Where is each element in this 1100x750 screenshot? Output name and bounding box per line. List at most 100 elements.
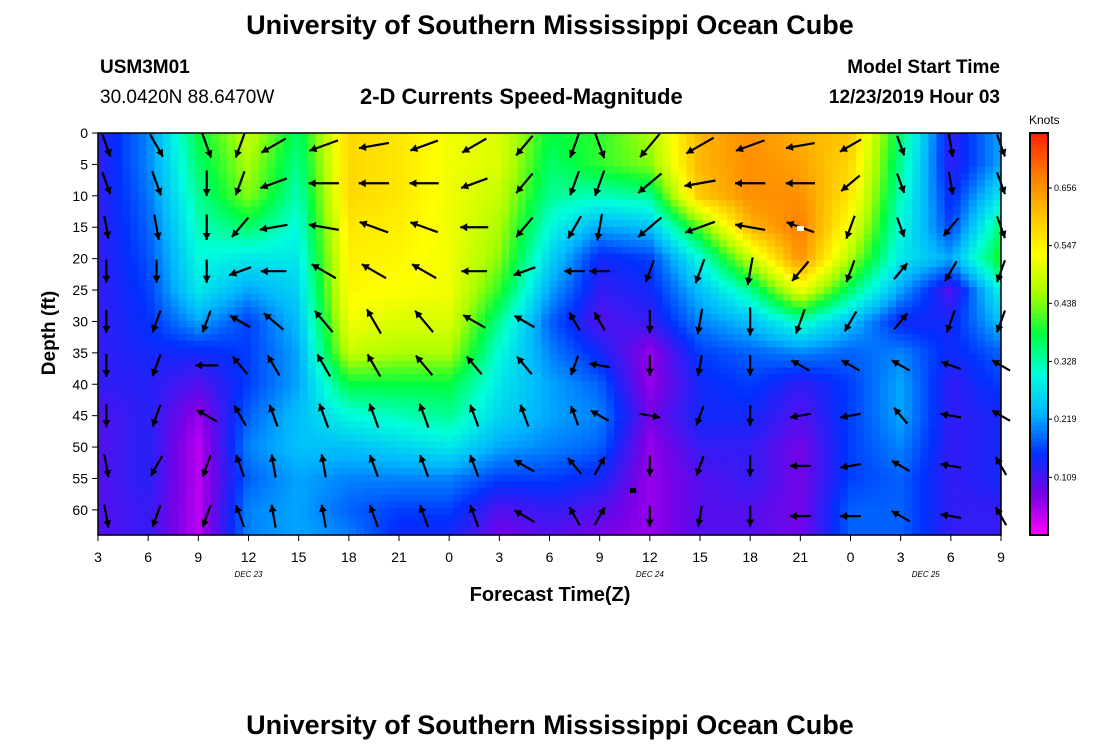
heat-cell	[114, 193, 123, 201]
heat-cell	[315, 407, 325, 415]
heat-cell	[872, 300, 881, 308]
heat-cell	[976, 320, 986, 328]
heat-cell	[912, 273, 921, 281]
heat-cell	[799, 233, 809, 241]
heat-cell	[509, 320, 518, 328]
heat-cell	[444, 374, 454, 382]
heat-cell	[630, 327, 639, 335]
heat-cell	[388, 320, 397, 328]
heat-cell	[218, 307, 228, 315]
heat-cell	[291, 394, 301, 402]
heat-cell	[476, 407, 486, 415]
heat-cell	[138, 139, 147, 147]
heat-cell	[976, 260, 986, 268]
heat-cell	[218, 354, 228, 362]
heat-cell	[791, 213, 801, 221]
heat-cell	[855, 300, 865, 308]
heat-cell	[597, 407, 607, 415]
heat-cell	[315, 327, 325, 335]
heat-cell	[976, 414, 986, 422]
heat-cell	[686, 407, 696, 415]
heat-cell	[485, 260, 494, 268]
heat-cell	[686, 360, 696, 369]
heat-cell	[767, 360, 776, 369]
heat-cell	[186, 334, 196, 342]
heat-cell	[202, 159, 212, 168]
heat-cell	[420, 246, 430, 255]
heat-cell	[815, 401, 825, 409]
heat-cell	[783, 153, 792, 161]
heat-cell	[154, 367, 164, 375]
heat-cell	[106, 280, 115, 288]
heat-cell	[420, 287, 430, 295]
heat-cell	[380, 414, 389, 422]
heat-cell	[138, 347, 147, 355]
heat-cell	[896, 173, 905, 181]
heat-cell	[130, 246, 139, 255]
heat-cell	[622, 307, 631, 315]
heat-cell	[404, 200, 414, 208]
heat-cell	[380, 347, 389, 355]
heat-cell	[178, 394, 188, 402]
heat-cell	[493, 421, 502, 429]
heat-cell	[98, 233, 107, 241]
heat-cell	[630, 253, 639, 261]
heat-cell	[227, 133, 236, 141]
heat-cell	[896, 206, 905, 214]
heat-cell	[436, 206, 446, 214]
heat-cell	[372, 340, 381, 348]
heat-cell	[646, 226, 655, 235]
heat-cell	[186, 240, 196, 248]
heat-cell	[380, 401, 389, 409]
heat-cell	[880, 166, 889, 174]
heat-cell	[315, 360, 325, 369]
heat-cell	[339, 220, 349, 228]
heat-cell	[928, 354, 938, 362]
heat-cell	[920, 347, 930, 355]
heat-cell	[839, 240, 849, 248]
heat-cell	[791, 307, 801, 315]
heat-cell	[968, 146, 978, 154]
heat-cell	[404, 421, 414, 429]
heat-cell	[605, 139, 615, 147]
heat-cell	[404, 340, 414, 348]
heat-cell	[565, 347, 575, 355]
heat-cell	[307, 334, 317, 342]
heat-cell	[380, 206, 389, 214]
heat-cell	[751, 320, 760, 328]
heat-cell	[420, 220, 430, 228]
heat-cell	[452, 267, 462, 275]
heat-cell	[404, 287, 414, 295]
heat-cell	[734, 273, 744, 281]
heat-cell	[984, 334, 994, 342]
heat-cell	[807, 401, 817, 409]
heat-cell	[243, 280, 252, 288]
heat-cell	[283, 153, 293, 161]
heat-cell	[275, 166, 285, 174]
heat-cell	[670, 360, 680, 369]
heat-cell	[493, 293, 502, 302]
heat-cell	[694, 186, 704, 194]
heat-cell	[622, 267, 631, 275]
heat-cell	[694, 380, 704, 389]
heat-cell	[138, 233, 147, 241]
heat-cell	[807, 387, 817, 395]
heat-cell	[549, 133, 559, 141]
heat-cell	[154, 320, 164, 328]
heat-cell	[170, 206, 180, 214]
heat-cell	[872, 360, 881, 369]
heat-cell	[291, 340, 301, 348]
heat-cell	[630, 153, 639, 161]
heat-cell	[734, 153, 744, 161]
heat-cell	[791, 260, 801, 268]
heat-cell	[984, 401, 994, 409]
heat-cell	[114, 240, 123, 248]
heat-cell	[339, 133, 349, 141]
heat-cell	[791, 240, 801, 248]
heat-cell	[726, 307, 736, 315]
heat-cell	[122, 186, 131, 194]
heat-cell	[904, 313, 913, 322]
heat-cell	[501, 307, 510, 315]
heat-cell	[823, 179, 833, 188]
heat-cell	[468, 240, 478, 248]
